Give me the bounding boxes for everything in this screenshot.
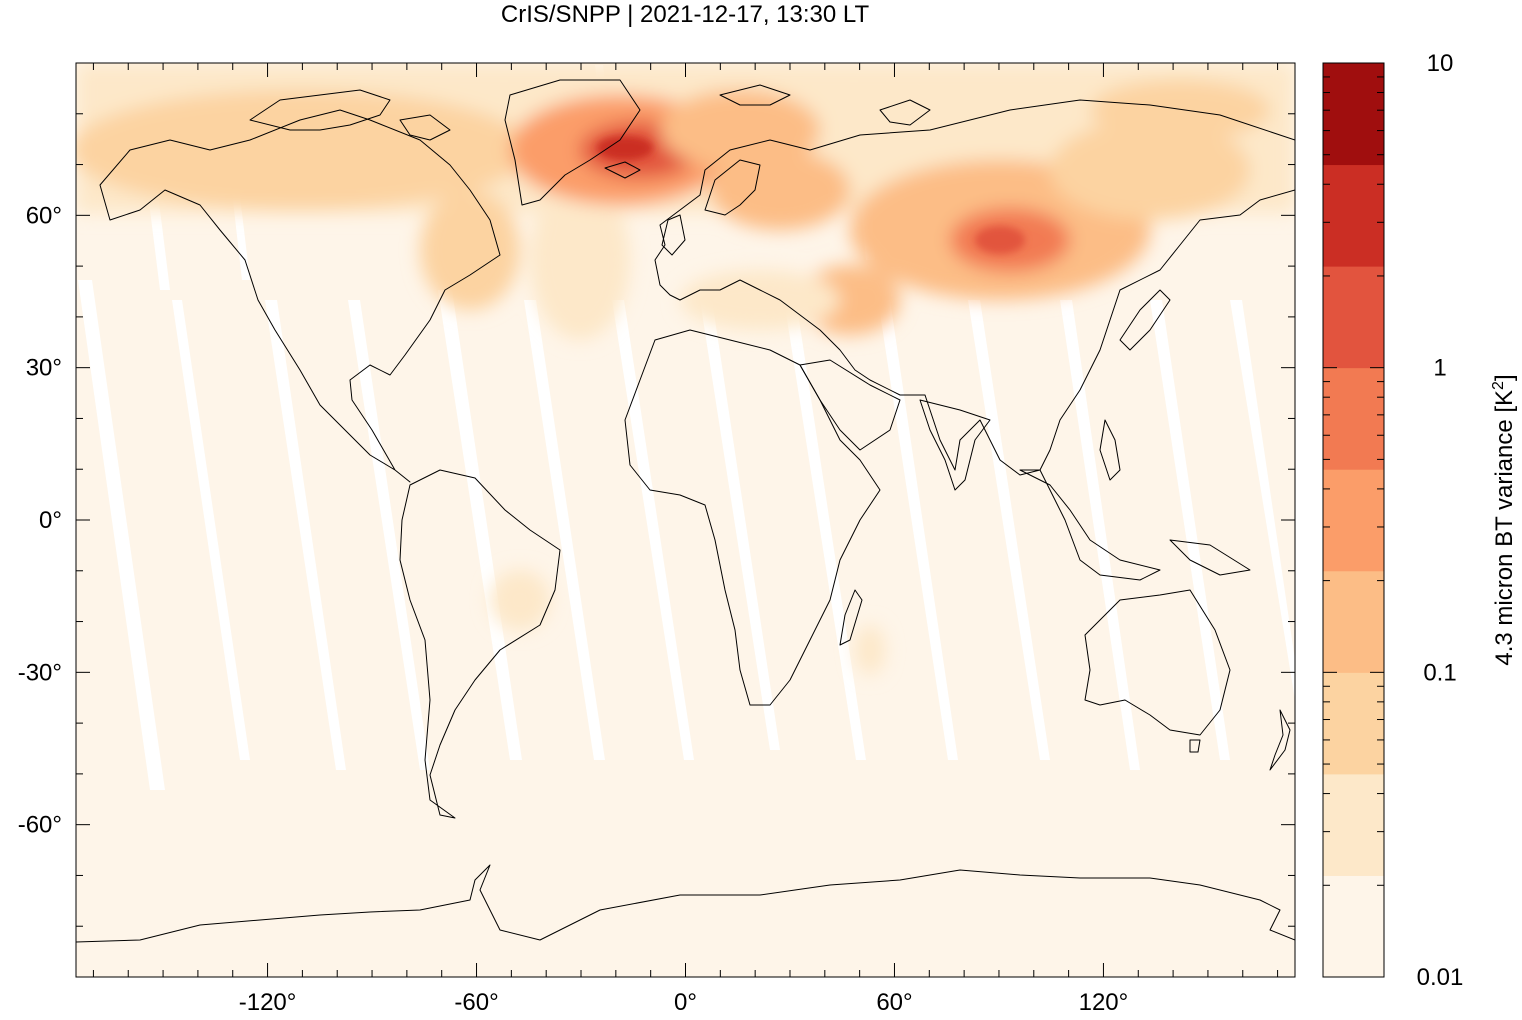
coastlines — [76, 79, 1295, 943]
coastline-north-america — [99, 109, 501, 483]
variance-patch — [420, 190, 520, 310]
colorbar-bin — [1323, 672, 1384, 775]
orbit-gap — [878, 300, 958, 760]
x-tick-label: 0° — [674, 989, 697, 1016]
orbit-gap — [784, 300, 866, 760]
colorbar-bin — [1323, 266, 1384, 369]
colorbar-bin — [1323, 570, 1384, 673]
coastline-arctic-islands — [249, 84, 931, 141]
colorbar-bin — [1323, 63, 1384, 166]
orbit-gap — [1230, 300, 1295, 700]
y-tick-label: -30° — [18, 659, 62, 686]
coastline-arabia — [799, 359, 901, 451]
orbit-gap — [1060, 300, 1140, 770]
coastline-eurasia — [654, 99, 1295, 476]
orbit-gap — [524, 300, 605, 760]
orbit-gap — [968, 300, 1050, 760]
colorbar-frame — [1322, 62, 1385, 978]
orbit-gap — [438, 290, 522, 760]
variance-patch — [1050, 120, 1250, 220]
coastline-japan — [1119, 289, 1171, 351]
variance-patch — [1090, 80, 1270, 140]
map-plot-area — [76, 63, 1295, 977]
orbit-gap — [265, 300, 346, 770]
colorbar-bin — [1323, 367, 1384, 470]
x-tick-label: -120° — [239, 989, 297, 1016]
colorbar-label-superscript: 2 — [1490, 381, 1507, 390]
coastline-greenland — [504, 79, 641, 206]
coastline-iceland — [604, 161, 641, 179]
coastline-new-zealand — [1269, 709, 1291, 771]
x-tick-label: -60° — [454, 989, 498, 1016]
colorbar-bin — [1323, 164, 1384, 267]
x-tick-label: 60° — [876, 989, 912, 1016]
coastline-southeast-asia — [1019, 469, 1161, 581]
variance-patch — [597, 136, 653, 160]
coastline-india — [919, 399, 991, 491]
colorbar-tick-label: 10 — [1427, 50, 1454, 77]
coastline-australia — [1084, 589, 1231, 736]
orbit-gap — [1150, 300, 1230, 760]
colorbar-label-suffix: ] — [1491, 374, 1518, 381]
colorbar-bin — [1323, 875, 1384, 978]
y-tick-label: -60° — [18, 812, 62, 839]
coastline-south-america — [399, 469, 561, 819]
coastline-scandinavia — [704, 159, 761, 216]
colorbar-bin — [1323, 469, 1384, 572]
y-tick-label: 60° — [26, 202, 62, 229]
colorbar-tick-label: 0.01 — [1417, 964, 1464, 991]
orbit-gap — [172, 300, 250, 760]
coastline-antarctica — [76, 864, 1295, 943]
x-tick-label: 120° — [1079, 989, 1129, 1016]
colorbar-bin — [1323, 773, 1384, 876]
coastline-madagascar — [839, 589, 863, 646]
map-title: CrIS/SNPP | 2021-12-17, 13:30 LT — [500, 1, 870, 28]
variance-patch — [855, 625, 885, 675]
variance-patch — [710, 150, 850, 230]
coastline-new-guinea — [1169, 539, 1251, 576]
colorbar: 10 1 0.1 0.01 — [1322, 50, 1464, 991]
y-tick-label: 0° — [39, 507, 62, 534]
orbit-gap — [348, 300, 430, 770]
colorbar-label-text: 4.3 micron BT variance [K — [1491, 390, 1518, 666]
variance-patch — [975, 226, 1025, 254]
variance-patch — [490, 570, 550, 630]
variance-patch — [530, 180, 630, 340]
variance-patch — [800, 265, 900, 335]
y-tick-label: 30° — [26, 355, 62, 382]
variance-patch — [680, 270, 840, 330]
map-axes: -120° -60° 0° 60° 120° 60° 30° 0° -30° -60° — [18, 62, 1296, 1016]
colorbar-tick-label: 0.1 — [1423, 659, 1456, 686]
variance-patch — [76, 90, 530, 210]
coastline-philippines — [1099, 419, 1121, 481]
colorbar-tick-label: 1 — [1433, 355, 1446, 382]
coastline-british-isles — [661, 214, 686, 256]
orbit-gap — [700, 300, 780, 750]
orbit-gap — [78, 280, 165, 790]
orbit-gap — [612, 300, 694, 760]
coastline-tasmania — [1189, 739, 1201, 753]
variance-peak — [597, 136, 1025, 254]
colorbar-label: 4.3 micron BT variance [K2] — [1490, 374, 1518, 665]
